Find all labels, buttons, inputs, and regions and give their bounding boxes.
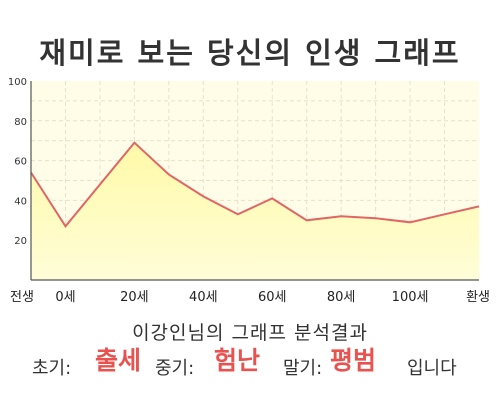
y-tick-label: 100 bbox=[8, 77, 27, 88]
area-fill bbox=[31, 142, 479, 280]
mid-label: 중기: bbox=[155, 358, 195, 379]
y-tick-label: 80 bbox=[14, 117, 27, 128]
y-tick-label: 20 bbox=[14, 236, 27, 247]
x-tick-label: 100세 bbox=[392, 290, 429, 305]
x-tick-labels: 전생 0세 20세 40세 60세 80세 100세 환생 bbox=[10, 290, 490, 305]
x-tick-label: 80세 bbox=[327, 290, 356, 305]
axes bbox=[30, 81, 479, 281]
late-label: 말기: bbox=[283, 358, 323, 379]
x-tick-label: 40세 bbox=[189, 290, 218, 305]
y-tick-labels: 20 40 60 80 100 bbox=[8, 77, 27, 247]
y-tick-label: 60 bbox=[14, 157, 27, 168]
x-tick-label: 환생 bbox=[466, 290, 490, 305]
early-label: 초기: bbox=[32, 358, 72, 379]
mid-value: 험난 bbox=[214, 346, 261, 375]
late-value: 평범 bbox=[330, 346, 377, 375]
series-line bbox=[30, 141, 480, 228]
x-tick-label: 0세 bbox=[55, 290, 75, 305]
analysis-summary: 이강인님의 그래프 분석결과 bbox=[132, 322, 368, 344]
early-value: 출세 bbox=[95, 346, 142, 375]
page-title: 재미로 보는 당신의 인생 그래프 bbox=[39, 36, 461, 70]
analysis-result: 초기: 출세 중기: 험난 말기: 평범 입니다 bbox=[0, 345, 500, 385]
ending-text: 입니다 bbox=[407, 358, 457, 379]
x-tick-label: 전생 bbox=[10, 290, 34, 305]
y-tick-label: 40 bbox=[14, 196, 27, 207]
x-tick-label: 60세 bbox=[258, 290, 287, 305]
x-tick-label: 20세 bbox=[120, 290, 149, 305]
